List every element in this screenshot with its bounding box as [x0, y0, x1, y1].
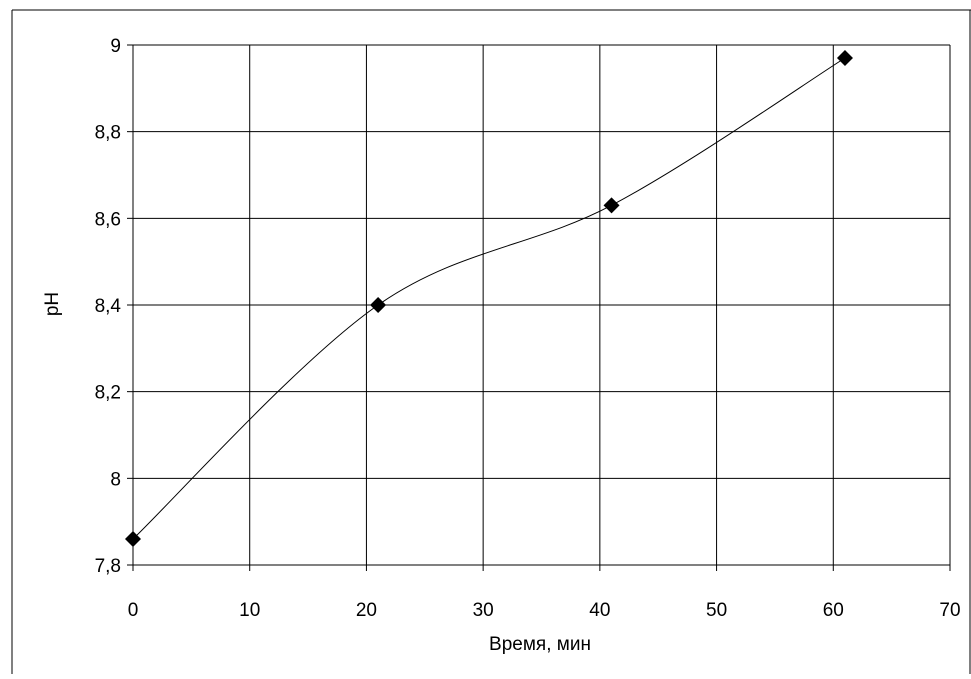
data-point-marker [125, 531, 141, 547]
y-tick-label: 8,4 [95, 296, 122, 317]
x-tick-labels: 0 10 20 30 40 50 60 70 [128, 600, 961, 621]
y-tick-label: 9 [110, 36, 121, 57]
y-tick-label: 7,8 [95, 556, 121, 577]
x-tick-label: 30 [473, 600, 494, 621]
data-point-marker [370, 297, 387, 313]
y-tick-label: 8,8 [95, 123, 121, 144]
data-point-marker [836, 50, 853, 66]
series-line [132, 57, 846, 540]
y-axis-label: pH [42, 292, 63, 316]
x-tick-label: 50 [706, 600, 727, 621]
y-tick-label: 8,2 [95, 383, 121, 404]
x-tick-label: 40 [589, 600, 610, 621]
grid [133, 44, 951, 565]
data-point-marker [603, 197, 620, 214]
x-tick-label: 60 [823, 600, 844, 621]
x-tick-label: 70 [939, 600, 960, 621]
y-tick-label: 8 [110, 469, 121, 490]
x-axis-label: Время, мин [489, 634, 591, 655]
y-tick-labels: 7,8 8 8,2 8,4 8,6 8,8 9 [95, 36, 122, 577]
y-tick-label: 8,6 [95, 209, 121, 230]
axes [127, 44, 951, 571]
x-tick-label: 0 [128, 600, 139, 621]
markers [125, 50, 853, 547]
x-tick-label: 10 [239, 600, 260, 621]
series [132, 57, 846, 540]
x-tick-label: 20 [356, 600, 377, 621]
